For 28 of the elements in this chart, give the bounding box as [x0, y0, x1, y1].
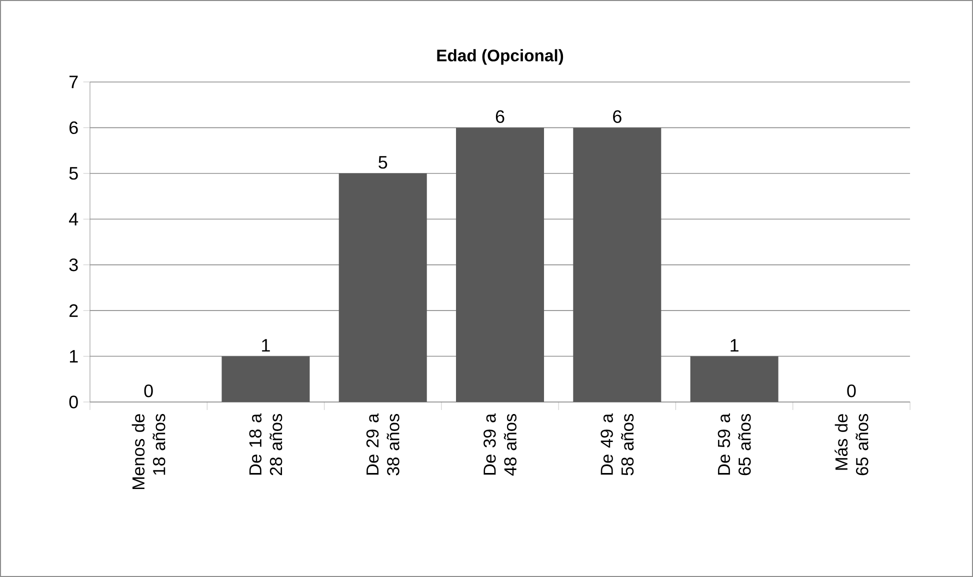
data-label: 1 [730, 339, 738, 352]
x-tick-label: De 18 a 28 años [249, 413, 282, 476]
x-tick-label: De 39 a 48 años [484, 413, 516, 476]
data-label: 0 [847, 384, 856, 398]
y-tick-label: 2 [69, 304, 78, 317]
bar [338, 173, 427, 402]
x-tick-label: De 59 a 65 años [718, 413, 751, 476]
bar [573, 128, 662, 402]
data-label: 6 [496, 110, 504, 123]
y-tick-label: 0 [69, 396, 78, 408]
y-tick-label: 1 [70, 350, 78, 362]
y-tick-label: 4 [69, 212, 78, 226]
data-label: 0 [144, 384, 153, 398]
bar [456, 128, 544, 402]
y-tick-label: 5 [69, 167, 78, 180]
x-tick-label: De 49 a 58 años [600, 413, 634, 476]
x-tick-label: Menos de 18 años [132, 414, 166, 490]
y-tick-label: 3 [69, 258, 78, 272]
bar [222, 356, 310, 402]
x-tick-label: De 29 a 38 años [366, 413, 400, 476]
bar [690, 356, 778, 402]
data-label: 6 [613, 110, 622, 123]
x-tick-label: Más de 65 años [834, 414, 868, 476]
y-tick-label: 6 [70, 121, 78, 134]
chart-title: Edad (Opcional) [437, 49, 564, 65]
y-tick-label: 7 [70, 76, 78, 88]
data-label: 1 [262, 339, 270, 352]
data-label: 5 [378, 156, 388, 169]
